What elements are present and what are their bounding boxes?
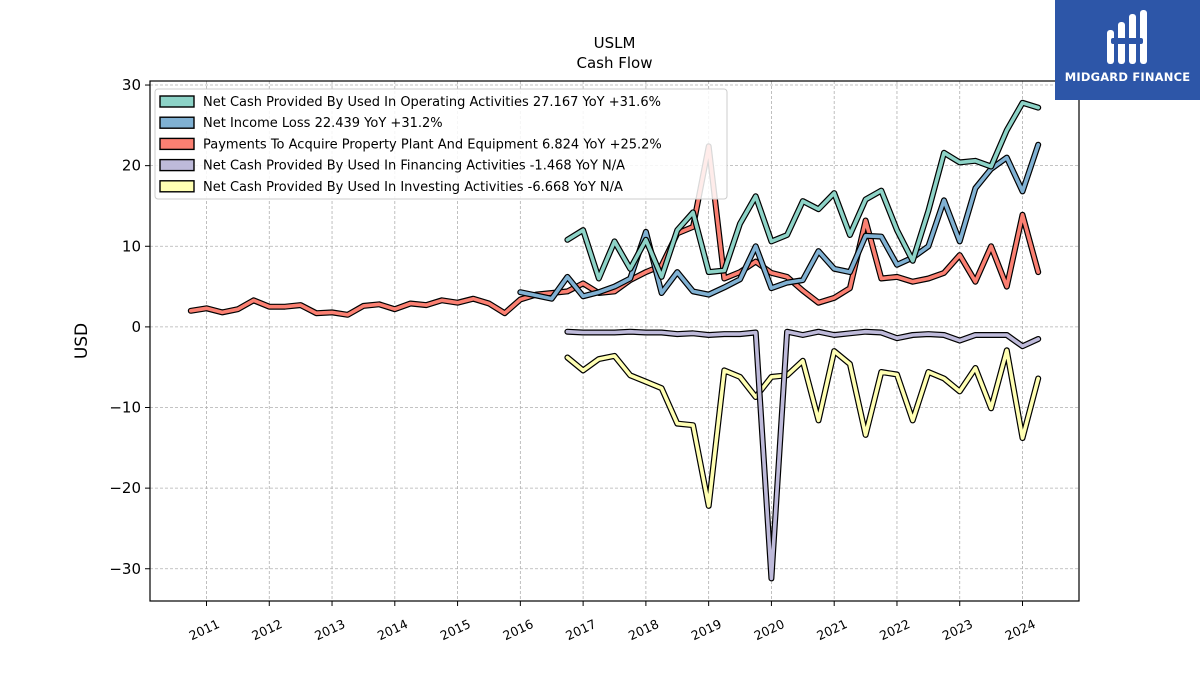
- series-1-line: [565, 101, 1040, 281]
- x-tick-label: 2011: [187, 616, 222, 643]
- legend-swatch: [159, 158, 195, 172]
- x-tick-label: 2012: [249, 616, 284, 643]
- legend-swatch: [159, 95, 195, 108]
- legend-swatch: [159, 116, 195, 129]
- legend-entry: Net Income Loss 22.439 YoY +31.2%: [203, 116, 443, 131]
- series-2-line: [518, 142, 1040, 301]
- y-axis-label: USD: [72, 323, 92, 359]
- chart-title: USLM: [594, 34, 636, 52]
- legend-swatch: [159, 137, 195, 151]
- series-4-line: [565, 329, 1040, 581]
- x-tick-label: 2013: [312, 616, 347, 643]
- legend-entry: Net Cash Provided By Used In Investing A…: [203, 180, 623, 195]
- legend-entry: Net Cash Provided By Used In Financing A…: [203, 159, 625, 174]
- x-tick-label: 2018: [626, 616, 661, 643]
- x-tick-label: 2017: [563, 616, 598, 643]
- series-lines: [187, 99, 1042, 582]
- x-tick-label: 2014: [375, 616, 410, 643]
- x-tick-label: 2024: [1003, 616, 1038, 643]
- series-3-line: [189, 144, 1040, 317]
- x-tick-label: 2015: [438, 616, 473, 643]
- chart-subtitle: Cash Flow: [577, 54, 653, 72]
- x-tick-label: 2016: [500, 616, 535, 643]
- legend: Net Cash Provided By Used In Operating A…: [154, 88, 728, 200]
- y-tick-label: 0: [131, 318, 141, 336]
- y-tick-label: −20: [109, 479, 141, 497]
- y-tick-label: 30: [122, 76, 141, 94]
- y-tick-label: −10: [109, 399, 141, 417]
- y-tick-label: 20: [122, 157, 141, 175]
- x-tick-label: 2022: [877, 616, 912, 643]
- x-tick-label: 2023: [940, 616, 975, 643]
- series-5-line: [565, 348, 1040, 508]
- brand-name: MIDGARD FINANCE: [1064, 70, 1191, 84]
- y-tick-label: 10: [122, 237, 141, 255]
- x-tick-label: 2021: [814, 616, 849, 643]
- legend-entry: Net Cash Provided By Used In Operating A…: [203, 95, 661, 110]
- legend-entry: Payments To Acquire Property Plant And E…: [203, 137, 662, 152]
- series-5-outline: [564, 347, 1042, 509]
- pillar-logo-icon: [1107, 10, 1147, 64]
- legend-swatch: [159, 180, 195, 193]
- y-tick-label: −30: [109, 560, 141, 578]
- brand-logo: MIDGARD FINANCE: [1055, 0, 1200, 100]
- x-tick-label: 2019: [689, 616, 724, 643]
- y-axis: 30 20 10 0 −10 −20 −30: [109, 76, 150, 578]
- x-axis: 2011 2012 2013 2014 2015 2016 2017 2018 2019 2020…: [187, 601, 1038, 643]
- legend-box: [154, 88, 728, 200]
- x-tick-label: 2020: [752, 616, 787, 643]
- plot-frame: [149, 80, 1080, 602]
